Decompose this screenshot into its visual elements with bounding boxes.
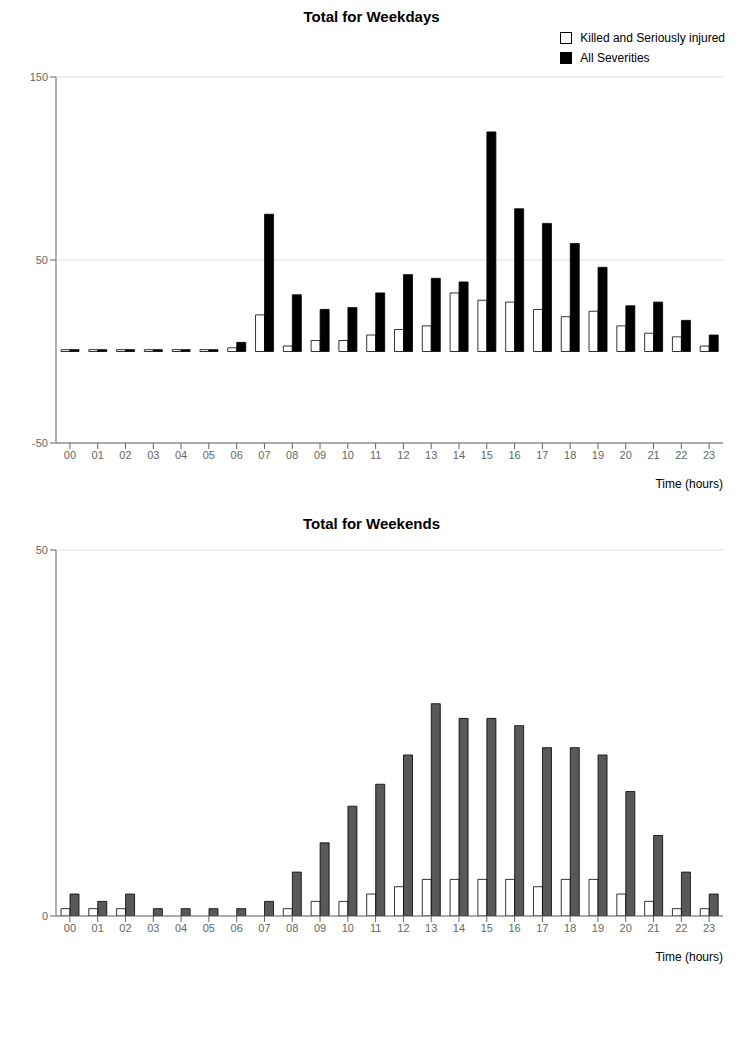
svg-text:12: 12 [397, 449, 409, 461]
svg-text:01: 01 [92, 449, 104, 461]
svg-text:09: 09 [314, 922, 326, 934]
svg-text:14: 14 [453, 922, 465, 934]
svg-text:19: 19 [592, 922, 604, 934]
html-text:All Severities: All Severities [580, 51, 650, 65]
svg-text:05: 05 [203, 449, 215, 461]
svg-text:0: 0 [42, 910, 48, 922]
html-text:Time (hours): Time (hours) [655, 950, 723, 964]
svg-text:13: 13 [425, 922, 437, 934]
svg-text:10: 10 [342, 449, 354, 461]
svg-text:07: 07 [258, 922, 270, 934]
svg-text:-50: -50 [32, 437, 48, 449]
svg-text:14: 14 [453, 449, 465, 461]
svg-text:21: 21 [647, 922, 659, 934]
html-text:Time (hours): Time (hours) [655, 477, 723, 491]
svg-text:03: 03 [147, 449, 159, 461]
svg-text:19: 19 [592, 449, 604, 461]
svg-text:00: 00 [64, 922, 76, 934]
svg-text:50: 50 [36, 544, 48, 556]
svg-text:15: 15 [481, 922, 493, 934]
svg-text:15: 15 [481, 449, 493, 461]
svg-text:20: 20 [620, 922, 632, 934]
svg-text:00: 00 [64, 449, 76, 461]
svg-text:23: 23 [703, 922, 715, 934]
svg-text:01: 01 [92, 922, 104, 934]
html-text:Total for Weekdays: Total for Weekdays [303, 8, 440, 25]
svg-text:09: 09 [314, 449, 326, 461]
svg-text:04: 04 [175, 449, 187, 461]
svg-text:11: 11 [370, 922, 381, 934]
svg-text:08: 08 [286, 449, 298, 461]
svg-text:06: 06 [231, 449, 243, 461]
svg-text:16: 16 [508, 922, 520, 934]
svg-text:16: 16 [508, 449, 520, 461]
svg-text:13: 13 [425, 449, 437, 461]
svg-text:50: 50 [36, 254, 48, 266]
svg-text:11: 11 [370, 449, 381, 461]
svg-text:21: 21 [647, 449, 659, 461]
svg-text:18: 18 [564, 449, 576, 461]
svg-text:20: 20 [620, 449, 632, 461]
svg-text:07: 07 [258, 449, 270, 461]
svg-text:02: 02 [119, 449, 131, 461]
html-text:Total for Weekends: Total for Weekends [303, 515, 440, 532]
svg-text:10: 10 [342, 922, 354, 934]
svg-text:17: 17 [536, 449, 548, 461]
svg-text:18: 18 [564, 922, 576, 934]
svg-text:150: 150 [30, 71, 48, 83]
svg-text:23: 23 [703, 449, 715, 461]
html-text:Killed and Seriously injured: Killed and Seriously injured [580, 31, 725, 45]
svg-text:17: 17 [536, 922, 548, 934]
svg-text:03: 03 [147, 922, 159, 934]
svg-text:04: 04 [175, 922, 187, 934]
svg-text:02: 02 [119, 922, 131, 934]
svg-text:22: 22 [675, 449, 687, 461]
svg-text:05: 05 [203, 922, 215, 934]
svg-text:08: 08 [286, 922, 298, 934]
svg-text:12: 12 [397, 922, 409, 934]
svg-text:22: 22 [675, 922, 687, 934]
svg-text:06: 06 [231, 922, 243, 934]
